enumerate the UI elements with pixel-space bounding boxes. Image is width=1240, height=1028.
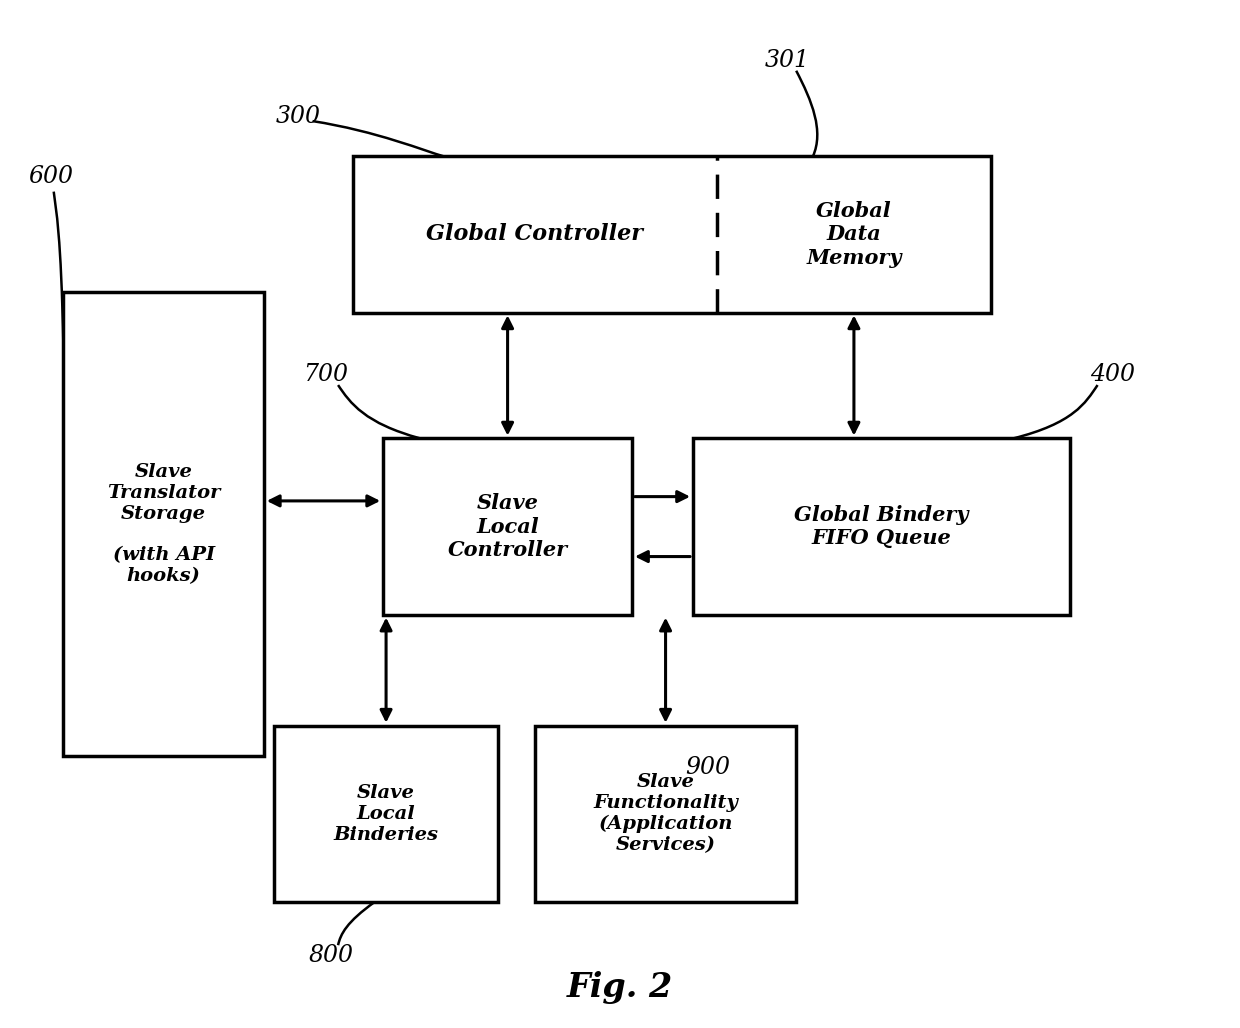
Bar — [534, 726, 796, 902]
Text: Slave
Local
Binderies: Slave Local Binderies — [334, 784, 439, 844]
Text: Global
Data
Memory: Global Data Memory — [806, 201, 901, 267]
Text: Global Bindery
FIFO Queue: Global Bindery FIFO Queue — [794, 505, 968, 548]
Text: 300: 300 — [275, 105, 320, 127]
Text: Slave
Translator
Storage

(with API
hooks): Slave Translator Storage (with API hooks… — [107, 463, 221, 585]
Bar — [274, 726, 498, 902]
Bar — [383, 438, 632, 615]
Text: Slave
Local
Controller: Slave Local Controller — [448, 493, 568, 560]
Bar — [63, 292, 264, 756]
Text: 600: 600 — [29, 166, 74, 188]
Text: 900: 900 — [684, 757, 730, 779]
Text: 400: 400 — [1090, 364, 1135, 387]
Text: 700: 700 — [304, 364, 348, 387]
Text: Slave
Functionality
(Application
Services): Slave Functionality (Application Service… — [593, 773, 738, 854]
Bar — [693, 438, 1070, 615]
Text: 301: 301 — [765, 49, 810, 72]
Bar — [352, 156, 991, 313]
Text: Global Controller: Global Controller — [427, 223, 644, 246]
Text: 800: 800 — [309, 944, 353, 966]
Text: Fig. 2: Fig. 2 — [567, 971, 673, 1004]
